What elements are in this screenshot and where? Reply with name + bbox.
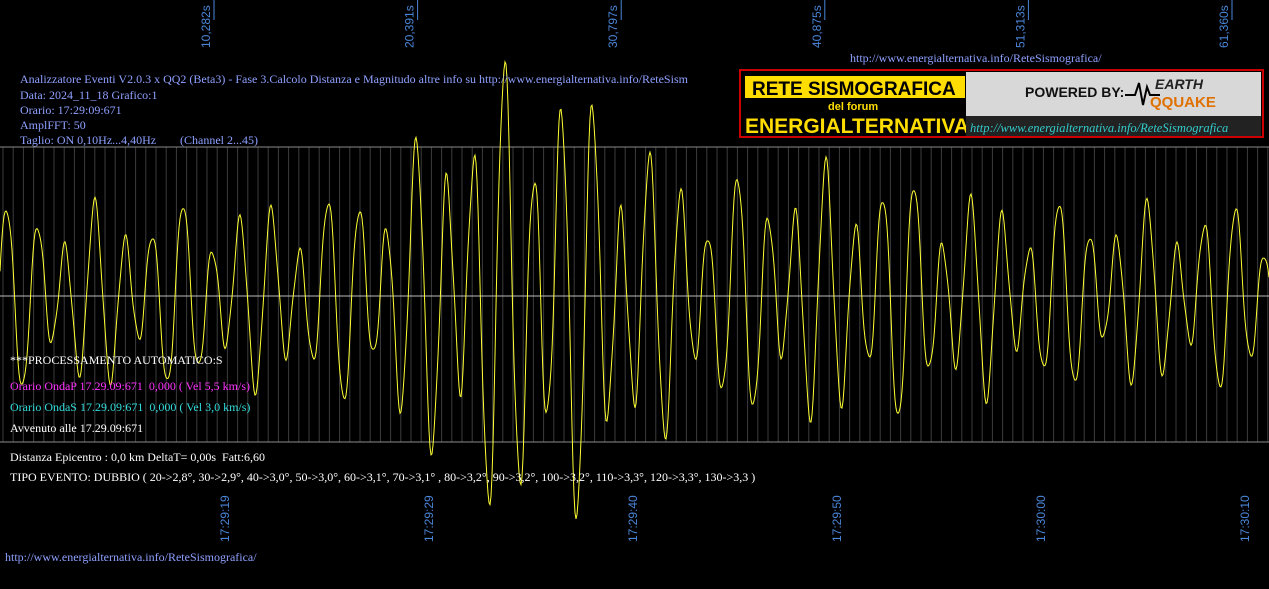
event-type: TIPO EVENTO: DUBBIO ( 20->2,8°, 30->2,9°… [10, 470, 755, 484]
wave-s: Orario OndaS 17.29.09:671 0,000 ( Vel 3,… [10, 400, 250, 414]
top-time-label: 51,313s [1013, 5, 1027, 48]
header-filter: Taglio: ON 0,10Hz...4,40Hz [20, 133, 156, 147]
bottom-time-label: 17:30:10 [1238, 495, 1252, 542]
header-channel: (Channel 2...45) [180, 133, 258, 147]
header-title: Analizzatore Eventi V2.0.3 x QQ2 (Beta3)… [20, 72, 689, 86]
url-box [966, 116, 1261, 136]
brand-bottom: QQUAKE [1150, 94, 1216, 111]
top-time-label: 20,391s [403, 5, 417, 48]
powered-box [966, 72, 1261, 116]
header-ampl: AmplFFT: 50 [20, 118, 86, 132]
logo-name: ENERGIALTERNATIVA [745, 115, 969, 138]
vertical-grid [2, 147, 1269, 442]
brand-top: EARTH [1155, 76, 1204, 92]
bottom-time-labels: 17:29:19 17:29:29 17:29:40 17:29:50 17:30:00… [218, 495, 1252, 542]
bottom-time-label: 17:29:50 [830, 495, 844, 542]
top-time-label: 30,797s [606, 5, 620, 48]
bottom-time-label: 17:29:19 [218, 495, 232, 542]
waveform [0, 60, 1269, 520]
top-time-labels: 10,282s 20,391s 30,797s 40,875s 51,313s 61,36… [199, 0, 1233, 48]
processing-title: ***PROCESSAMENTO AUTOMATICO:S [10, 353, 223, 367]
logo-subtitle: del forum [828, 101, 878, 113]
logo: RETE SISMOGRAFICA del forum ENERGIALTERN… [739, 69, 1264, 138]
bottom-time-label: 17:29:29 [422, 495, 436, 542]
bottom-time-label: 17:30:00 [1034, 495, 1048, 542]
powered-by: POWERED BY: [1025, 84, 1124, 100]
wave-p: Orario OndaP 17.29.09:671 0,000 ( Vel 5,… [10, 379, 250, 393]
top-time-label: 61,360s [1217, 5, 1231, 48]
top-url: http://www.energialternativa.info/ReteSi… [850, 51, 1102, 65]
header-time: Orario: 17:29:09:671 [20, 103, 122, 117]
bottom-url: http://www.energialternativa.info/ReteSi… [5, 550, 257, 564]
distance: Distanza Epicentro : 0,0 km DeltaT= 0,00… [10, 450, 265, 464]
bottom-time-label: 17:29:40 [626, 495, 640, 542]
quake-icon [1125, 82, 1160, 106]
logo-band [745, 76, 965, 98]
logo-title: RETE SISMOGRAFICA [752, 79, 956, 100]
logo-url: http://www.energialternativa.info/ReteSi… [970, 121, 1228, 135]
header-date: Data: 2024_11_18 Grafico:1 [20, 88, 158, 102]
top-time-label: 40,875s [810, 5, 824, 48]
top-time-label: 10,282s [199, 5, 213, 48]
occurred: Avvenuto alle 17.29.09:671 [10, 421, 143, 435]
